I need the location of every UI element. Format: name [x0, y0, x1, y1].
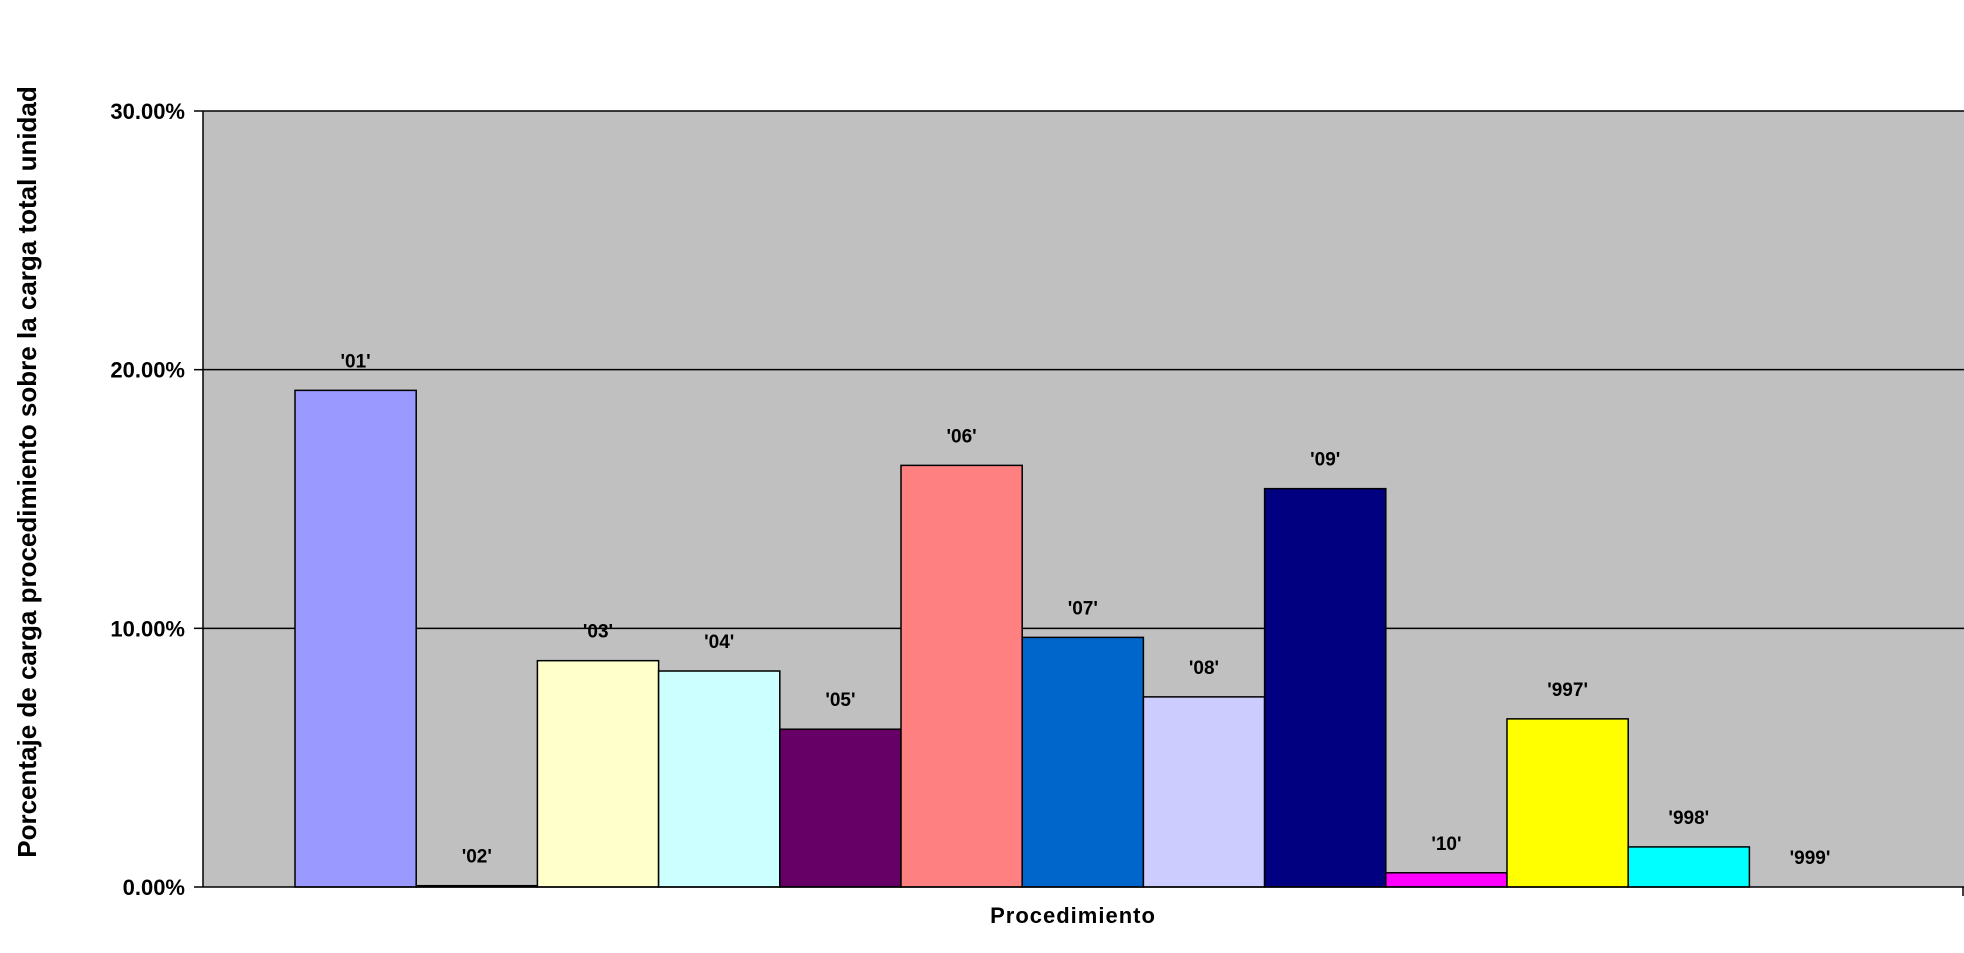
bar: [1506, 718, 1629, 888]
bar-data-label: '08': [1189, 658, 1219, 679]
bar: [1263, 487, 1387, 888]
bars: [294, 389, 1751, 888]
y-tick-label: 10.00%: [110, 616, 185, 641]
y-tick-label: 0.00%: [123, 875, 185, 900]
bar-data-label: '998': [1668, 808, 1709, 829]
bar: [1021, 636, 1145, 888]
bar: [1385, 872, 1508, 888]
x-axis-title: Procedimiento: [990, 903, 1156, 928]
bar: [294, 389, 417, 888]
bar-data-label: '04': [704, 632, 734, 653]
bar-data-label: '09': [1310, 450, 1340, 471]
y-axis-title: Porcentaje de carga procedimiento sobre …: [12, 86, 42, 858]
bar: [657, 670, 781, 888]
bar-data-label: '01': [341, 351, 371, 372]
bar-data-label: '999': [1790, 848, 1831, 869]
bar: [900, 464, 1023, 888]
bar-data-label: '02': [462, 847, 492, 868]
bar-data-label: '06': [947, 426, 977, 447]
bar: [779, 728, 902, 888]
y-tick-label: 30.00%: [110, 99, 185, 124]
bar-data-label: '05': [825, 690, 855, 711]
y-tick-label: 20.00%: [110, 358, 185, 383]
bar-data-label: '997': [1547, 680, 1588, 701]
y-tick-labels: 0.00% 10.00% 20.00% 30.00%: [110, 99, 185, 900]
bar: [536, 659, 660, 888]
bar: [1627, 846, 1751, 888]
bar-data-label: '03': [583, 622, 613, 643]
bar-data-label: '10': [1431, 834, 1461, 855]
axes: [194, 110, 1964, 896]
bar: [1142, 696, 1266, 888]
data-labels: '01' '02' '03' '04' '05' '06' '07' '08' '09' '10'…: [341, 351, 1831, 869]
gridlines: [203, 110, 1964, 630]
bar-data-label: '07': [1068, 598, 1098, 619]
